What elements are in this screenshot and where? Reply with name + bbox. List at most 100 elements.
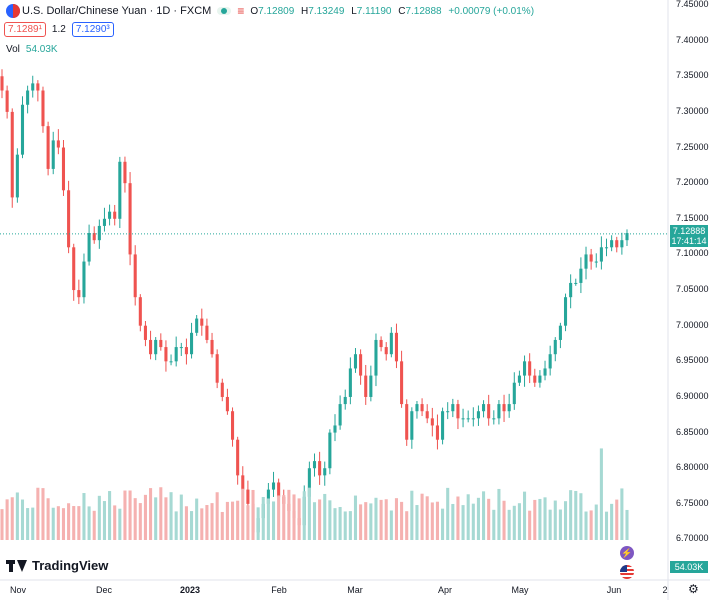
- volume-bar: [118, 508, 122, 540]
- volume-bar: [374, 497, 378, 540]
- time-tick-label: Nov: [9, 585, 27, 595]
- volume-bar: [323, 493, 327, 540]
- candle: [430, 418, 434, 426]
- price-tick-label: 7.20000: [676, 177, 709, 188]
- price-tick-label: 7.45000: [676, 0, 709, 9]
- candle: [118, 161, 122, 219]
- volume-bar: [553, 500, 557, 540]
- candle: [584, 254, 588, 269]
- price-tick-label: 6.85000: [676, 426, 709, 437]
- candle: [410, 411, 414, 440]
- bolt-icon[interactable]: ⚡: [620, 546, 634, 560]
- volume-bar: [379, 499, 383, 540]
- volume-bar: [492, 509, 496, 540]
- volume-bar: [507, 509, 511, 540]
- volume-bar: [15, 492, 19, 540]
- volume-bar: [348, 511, 352, 540]
- volume-bar: [46, 498, 50, 540]
- volume-bar: [400, 501, 404, 540]
- candle: [56, 140, 60, 148]
- last-price: 7.12888: [672, 226, 706, 236]
- candle: [169, 361, 173, 363]
- volume-bar: [599, 448, 603, 540]
- symbol-title[interactable]: U.S. Dollar/Chinese Yuan · 1D · FXCM: [22, 5, 212, 17]
- volume-bar: [523, 491, 527, 540]
- volume-bar: [625, 509, 629, 540]
- candle: [215, 354, 219, 383]
- volume-bar: [497, 488, 501, 540]
- price-tick-label: 6.80000: [676, 462, 709, 473]
- price-tick-label: 7.15000: [676, 212, 709, 223]
- volume-bar: [154, 497, 158, 540]
- volume-bar: [364, 502, 368, 540]
- volume-bar: [312, 502, 317, 540]
- volume-bar: [543, 497, 547, 540]
- market-status-badge[interactable]: [217, 7, 232, 15]
- volume-bar: [338, 506, 342, 540]
- candle: [149, 339, 153, 355]
- time-tick-label: Dec: [95, 585, 113, 595]
- buy-button[interactable]: 7.1290³: [71, 22, 114, 37]
- volume-bar: [389, 510, 393, 540]
- candle: [82, 261, 86, 298]
- volume-bar: [92, 510, 96, 540]
- volume-bar: [72, 506, 76, 540]
- candle: [563, 297, 568, 326]
- volume-legend[interactable]: Vol 54.03K: [6, 44, 58, 55]
- time-tick-label: 2: [662, 585, 668, 595]
- volume-bar: [451, 503, 455, 540]
- volume-bar: [215, 492, 219, 540]
- sell-button[interactable]: 7.1289¹: [4, 22, 46, 37]
- volume-bar: [195, 498, 199, 540]
- price-tick-label: 6.95000: [676, 355, 709, 366]
- candle: [599, 247, 603, 262]
- candle: [379, 339, 383, 348]
- candle: [384, 347, 388, 355]
- volume-bar: [333, 508, 337, 540]
- candle: [594, 261, 598, 263]
- volume-bar: [307, 487, 311, 540]
- volume-bar: [56, 506, 60, 540]
- volume-bar: [277, 495, 281, 540]
- candle: [435, 425, 439, 440]
- volume-bar: [466, 494, 470, 540]
- volume-bar: [384, 499, 388, 540]
- volume-bar: [343, 511, 347, 540]
- tradingview-logo[interactable]: TradingView: [6, 558, 108, 573]
- indicator-menu-icon[interactable]: ≡: [237, 4, 245, 18]
- candle: [364, 375, 368, 397]
- candle: [210, 339, 214, 355]
- price-tick-label: 7.10000: [676, 248, 709, 259]
- volume-bar: [563, 501, 568, 540]
- volume-bar: [220, 511, 224, 540]
- candle: [604, 247, 609, 249]
- volume-bar: [394, 498, 399, 540]
- candle: [394, 332, 399, 362]
- candle: [405, 404, 409, 440]
- candle: [512, 382, 516, 405]
- volume-bar: [482, 491, 486, 540]
- volume-bar: [26, 508, 30, 540]
- candle: [41, 90, 45, 127]
- volume-bar: [133, 498, 137, 540]
- tradingview-logo-icon: [6, 559, 28, 572]
- volume-bar: [435, 501, 439, 540]
- volume-bar: [471, 503, 475, 540]
- us-flag-icon[interactable]: [620, 565, 634, 579]
- volume-bar: [113, 505, 117, 540]
- gear-icon[interactable]: ⚙: [688, 582, 699, 596]
- volume-bar: [225, 501, 229, 540]
- candle: [87, 233, 91, 262]
- volume-bar: [287, 489, 291, 540]
- candle: [400, 361, 404, 405]
- volume-bar: [594, 504, 598, 540]
- candle: [123, 161, 127, 184]
- volume-bar: [328, 500, 332, 540]
- volume-bar: [190, 511, 194, 540]
- volume-bar: [446, 487, 450, 540]
- volume-bar: [61, 508, 66, 540]
- volume-bar: [241, 488, 245, 540]
- candle: [507, 404, 511, 412]
- candle: [620, 240, 624, 248]
